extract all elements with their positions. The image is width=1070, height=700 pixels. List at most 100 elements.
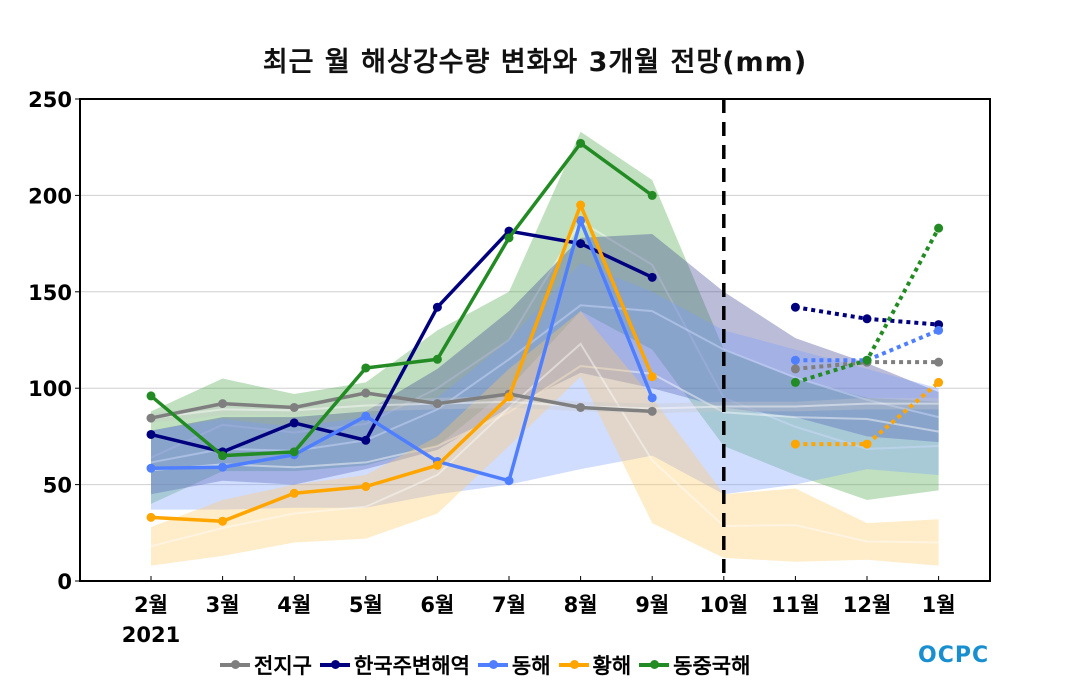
observed-point (576, 402, 586, 412)
year-label: 2021 (122, 623, 180, 647)
band-mean-line (150, 364, 939, 472)
forecast-point (862, 439, 872, 449)
x-tick-label: 5월 (349, 593, 383, 617)
observed-point (361, 411, 371, 421)
y-tick-label: 250 (28, 88, 72, 112)
forecast-point (862, 355, 872, 365)
observed-point (218, 451, 228, 461)
forecast-line (795, 328, 940, 363)
observed-point (432, 354, 442, 364)
observed-point (289, 488, 299, 498)
observed-point (432, 399, 442, 409)
legend-label: 전지구 (254, 654, 312, 678)
legend-item: 한국주변해역 (319, 650, 470, 680)
x-tick-label: 12월 (843, 593, 892, 617)
x-tick-label: 8월 (564, 593, 598, 617)
observed-point (576, 200, 586, 210)
y-tick-label: 50 (43, 474, 72, 498)
forecast-point (790, 355, 800, 365)
observed-point (146, 429, 156, 439)
observed-point (647, 272, 657, 282)
ocpc-logo: OCPC (918, 643, 990, 668)
observed-point (504, 476, 514, 486)
range-bands (150, 131, 939, 566)
forecast-point (790, 302, 800, 312)
y-tick-label: 200 (28, 184, 72, 208)
legend-swatch (220, 660, 250, 669)
x-tick-label: 4월 (277, 593, 311, 617)
observed-point (576, 239, 586, 249)
observed-point (146, 463, 156, 473)
observed-point (146, 413, 156, 423)
observed-point (504, 392, 514, 402)
series-동중국해 (146, 138, 944, 461)
legend-swatch (558, 660, 589, 669)
band-mean-line (150, 400, 939, 420)
legend-label: 황해 (592, 654, 632, 678)
observed-point (289, 402, 299, 412)
legend-item: 전지구 (220, 650, 312, 680)
band-동중국해-range (151, 131, 939, 504)
forecast-point (934, 325, 944, 335)
forecast-point (934, 377, 944, 387)
x-tick-label: 6월 (420, 593, 454, 617)
band-황해-range (151, 311, 939, 566)
observed-point (218, 399, 228, 409)
band-동해-range (151, 262, 939, 510)
observed-point (432, 302, 442, 312)
x-axis: 2월 3월 4월 5월 6월 7월 8월 9월 10월 11월 12월 1월 2021 (122, 576, 956, 647)
legend-label: 동해 (511, 654, 551, 678)
observed-line (150, 203, 654, 523)
x-tick-label: 10월 (700, 593, 749, 617)
legend-label: 동중국해 (673, 654, 751, 678)
band-한국주변해역-range (151, 233, 939, 495)
chart-title: 최근 월 해상강수량 변화와 3개월 전망(mm) (262, 47, 808, 78)
forecast-point (934, 223, 944, 233)
legend-swatch (477, 660, 508, 669)
observed-point (647, 393, 657, 403)
x-tick-label: 11월 (771, 593, 820, 617)
band-전지구-range (151, 395, 939, 423)
y-axis: 0 50 100 150 200 250 (28, 88, 80, 594)
plot-frame (79, 98, 991, 582)
observed-point (146, 391, 156, 401)
y-tick-label: 0 (57, 570, 72, 594)
legend-item: 동해 (477, 650, 551, 680)
y-tick-label: 100 (28, 377, 72, 401)
forecast-point (790, 439, 800, 449)
band-mean-line (150, 304, 939, 464)
observed-point (361, 363, 371, 373)
x-tick-label: 7월 (492, 593, 526, 617)
observed-point (432, 460, 442, 470)
observed-point (218, 516, 228, 526)
x-tick-label: 3월 (206, 593, 240, 617)
series-전지구 (146, 357, 944, 423)
observed-line (150, 218, 654, 483)
observed-point (504, 233, 514, 243)
observed-point (361, 482, 371, 492)
series-lines (146, 138, 944, 526)
observed-point (576, 215, 586, 225)
forecast-point (862, 314, 872, 324)
legend-item: 황해 (558, 650, 632, 680)
observed-point (361, 388, 371, 398)
observed-point (289, 418, 299, 428)
observed-point (576, 138, 586, 148)
observed-point (289, 447, 299, 457)
series-황해 (146, 200, 944, 526)
x-tick-label: 2월 (134, 593, 168, 617)
band-mean-line (150, 342, 939, 548)
forecast-point (790, 377, 800, 387)
band-mean-line (150, 220, 939, 459)
observed-point (361, 435, 371, 445)
forecast-point (790, 364, 800, 374)
legend-label: 한국주변해역 (353, 654, 470, 678)
forecast-point (934, 357, 944, 367)
x-tick-label: 1월 (922, 593, 956, 617)
legend-swatch (319, 660, 350, 669)
y-tick-label: 150 (28, 281, 72, 305)
x-tick-label: 9월 (635, 593, 669, 617)
observed-point (146, 512, 156, 522)
observed-point (218, 462, 228, 472)
